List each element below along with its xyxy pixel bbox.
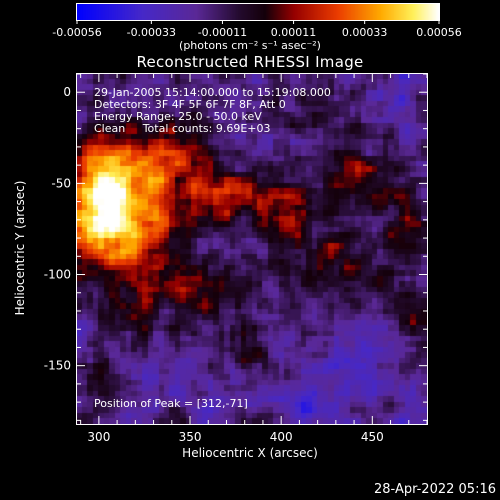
colorbar-tick-label: -0.00056 [52, 26, 101, 39]
heatmap-image [77, 74, 427, 424]
timestamp: 28-Apr-2022 05:16 [374, 482, 496, 497]
colorbar-tick-label: 0.00033 [342, 26, 388, 39]
colorbar-gradient [77, 4, 439, 20]
y-axis-label: Heliocentric Y (arcsec) [13, 180, 27, 316]
colorbar-tick-label: -0.00033 [127, 26, 176, 39]
detectors-annotation: Detectors: 3F 4F 5F 6F 7F 8F, Att 0 [94, 98, 286, 111]
peak-position-annotation: Position of Peak = [312,-71] [94, 397, 248, 410]
x-tick-label: 450 [361, 430, 384, 444]
x-tick-label: 400 [270, 430, 293, 444]
colorbar [76, 3, 440, 21]
colorbar-ticks: -0.00056 -0.00033 -0.00011 0.00011 0.00033 0.… [52, 21, 462, 39]
x-tick-label: 300 [87, 430, 110, 444]
energy-range-annotation: Energy Range: 25.0 - 50.0 keV [94, 110, 262, 123]
y-tick-label: -50 [51, 176, 71, 190]
plot-frame [76, 73, 428, 425]
time-range-annotation: 29-Jan-2005 15:14:00.000 to 15:19:08.000 [94, 86, 331, 99]
colorbar-tick-label: -0.00011 [198, 26, 247, 39]
chart-title: Reconstructed RHESSI Image [136, 53, 364, 71]
x-axis-label: Heliocentric X (arcsec) [182, 446, 318, 460]
x-tick-label: 350 [179, 430, 202, 444]
colorbar-tick-label: 0.00011 [271, 26, 317, 39]
colorbar-tick-label: 0.00056 [416, 26, 462, 39]
clean-counts-annotation: Clean Total counts: 9.69E+03 [94, 122, 271, 135]
colorbar-unit-label: (photons cm⁻² s⁻¹ asec⁻²) [179, 39, 321, 52]
y-tick-label: -100 [44, 268, 71, 282]
y-tick-label: -150 [44, 359, 71, 373]
y-tick-label: 0 [63, 85, 71, 99]
